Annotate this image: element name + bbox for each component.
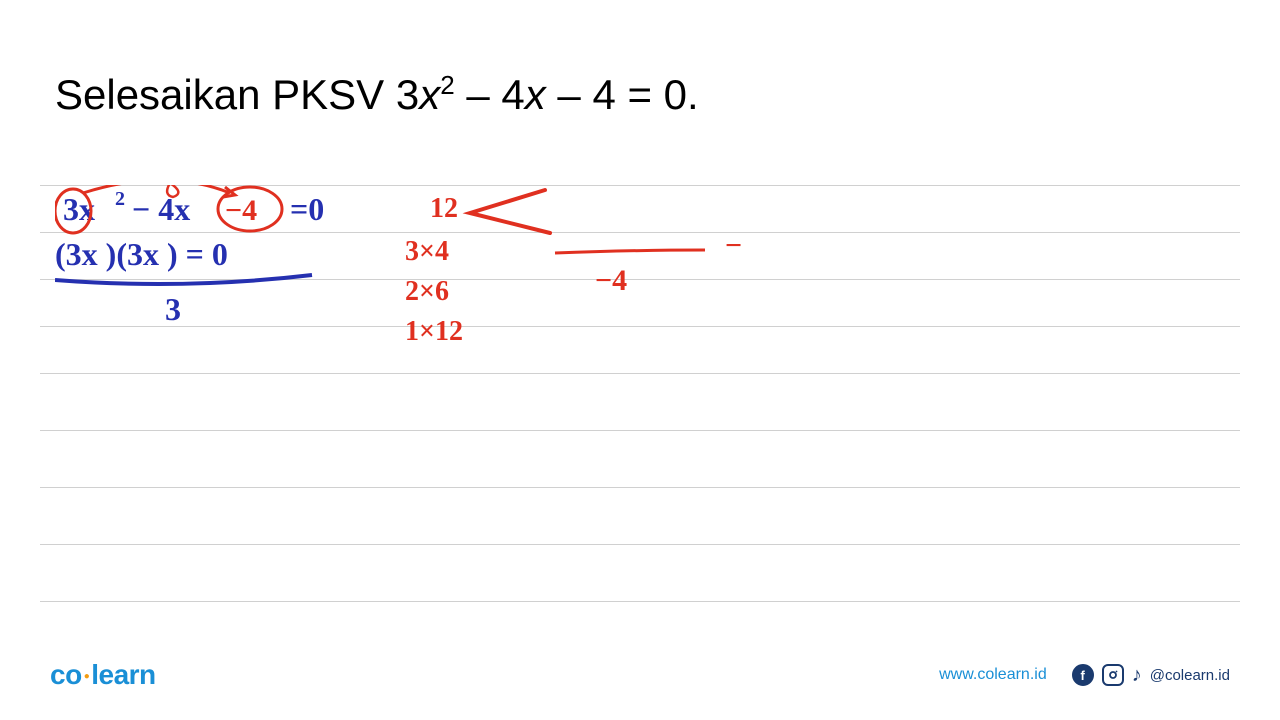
factor-1x12: 1×12 xyxy=(405,316,463,347)
title-suffix: – 4 = 0. xyxy=(546,71,699,118)
website-url: www.colearn.id xyxy=(939,666,1047,684)
logo-dot-icon: ● xyxy=(84,671,90,682)
title-prefix: Selesaikan PKSV 3 xyxy=(55,71,419,118)
fraction-bar xyxy=(55,275,312,284)
social-group: f ♪ @colearn.id xyxy=(1072,664,1230,687)
factor-12: 12 xyxy=(430,193,458,224)
logo-co: co xyxy=(50,659,82,690)
facebook-icon: f xyxy=(1072,664,1094,686)
factor-3x4: 3×4 xyxy=(405,236,449,267)
tiktok-icon: ♪ xyxy=(1132,664,1142,687)
eq1-mid: − 4x xyxy=(132,191,190,227)
title-var1: x xyxy=(419,71,440,118)
instagram-icon xyxy=(1102,664,1124,686)
footer: co●learn www.colearn.id f ♪ @colearn.id xyxy=(0,655,1280,695)
title-exp: 2 xyxy=(440,70,454,100)
eq2-factor: (3x )(3x ) = 0 xyxy=(55,236,228,272)
divisor-3: 3 xyxy=(165,291,181,327)
title-var2: x xyxy=(525,71,546,118)
result-neg4: −4 xyxy=(595,264,627,297)
brand-logo: co●learn xyxy=(50,659,156,691)
footer-right: www.colearn.id f ♪ @colearn.id xyxy=(939,664,1230,687)
paper-line xyxy=(40,601,1240,602)
eq1-eq0: =0 xyxy=(290,191,324,227)
eq1-exp: 2 xyxy=(115,188,125,210)
paper-line xyxy=(40,487,1240,488)
title-mid: – 4 xyxy=(455,71,525,118)
paper-line xyxy=(40,430,1240,431)
social-handle: @colearn.id xyxy=(1150,667,1230,684)
problem-title: Selesaikan PKSV 3x2 – 4x – 4 = 0. xyxy=(55,70,699,119)
connector-line xyxy=(555,250,705,253)
factor-2x6: 2×6 xyxy=(405,276,449,307)
logo-learn: learn xyxy=(91,659,155,690)
paper-line xyxy=(40,544,1240,545)
handwriting-svg: 3x 2 − 4x =0 (3x )(3x ) = 0 3 −4 12 3×4 … xyxy=(55,185,755,385)
trailing-dash: − xyxy=(725,229,742,262)
angle-mark xyxy=(470,190,550,233)
circled-neg4: −4 xyxy=(225,194,257,227)
